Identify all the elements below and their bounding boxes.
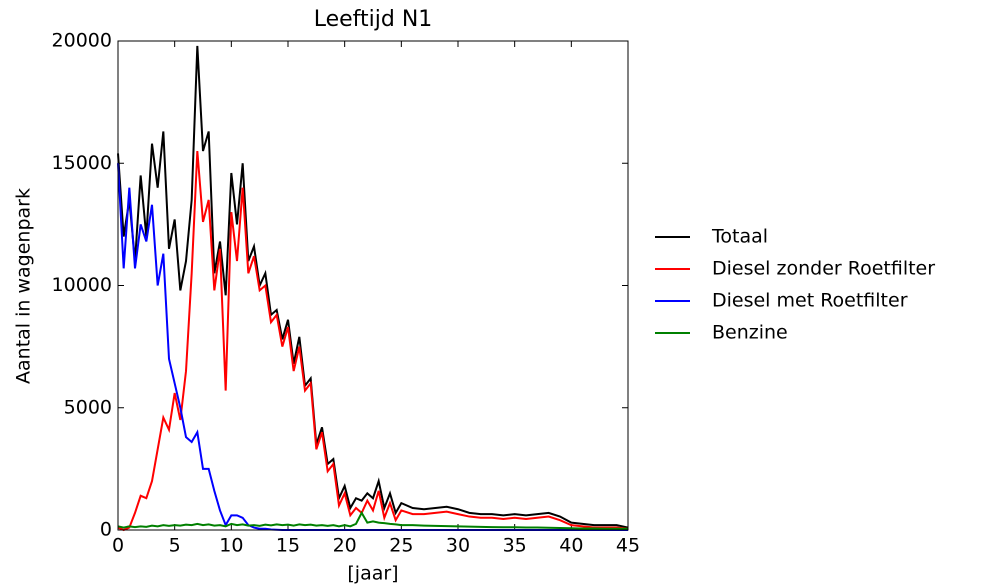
y-tick-label: 5000: [64, 396, 112, 418]
y-tick-label: 0: [100, 519, 112, 541]
series-line: [117, 150, 629, 532]
y-axis-label: Aantal in wagenpark: [13, 188, 35, 384]
x-tick-label: 20: [333, 535, 357, 557]
legend-label: Benzine: [712, 322, 788, 344]
legend-label: Totaal: [711, 226, 768, 248]
y-tick-label: 20000: [52, 30, 112, 52]
x-tick-label: 40: [559, 535, 583, 557]
x-tick-label: 0: [112, 535, 124, 557]
series-line: [117, 45, 629, 529]
y-tick-label: 10000: [52, 274, 112, 296]
x-tick-label: 15: [276, 535, 300, 557]
series-line: [117, 510, 628, 530]
plot-frame: [117, 40, 629, 531]
x-tick-label: 30: [446, 535, 470, 557]
x-tick-label: 35: [503, 535, 527, 557]
x-tick-label: 45: [616, 535, 640, 557]
x-axis-label: [jaar]: [347, 563, 398, 585]
legend-label: Diesel met Roetfilter: [712, 290, 908, 312]
legend-label: Diesel zonder Roetfilter: [712, 258, 935, 280]
x-tick-label: 10: [219, 535, 243, 557]
chart-title: Leeftijd N1: [314, 7, 433, 32]
x-tick-label: 5: [169, 535, 181, 557]
y-tick-label: 15000: [52, 152, 112, 174]
x-tick-label: 25: [389, 535, 413, 557]
